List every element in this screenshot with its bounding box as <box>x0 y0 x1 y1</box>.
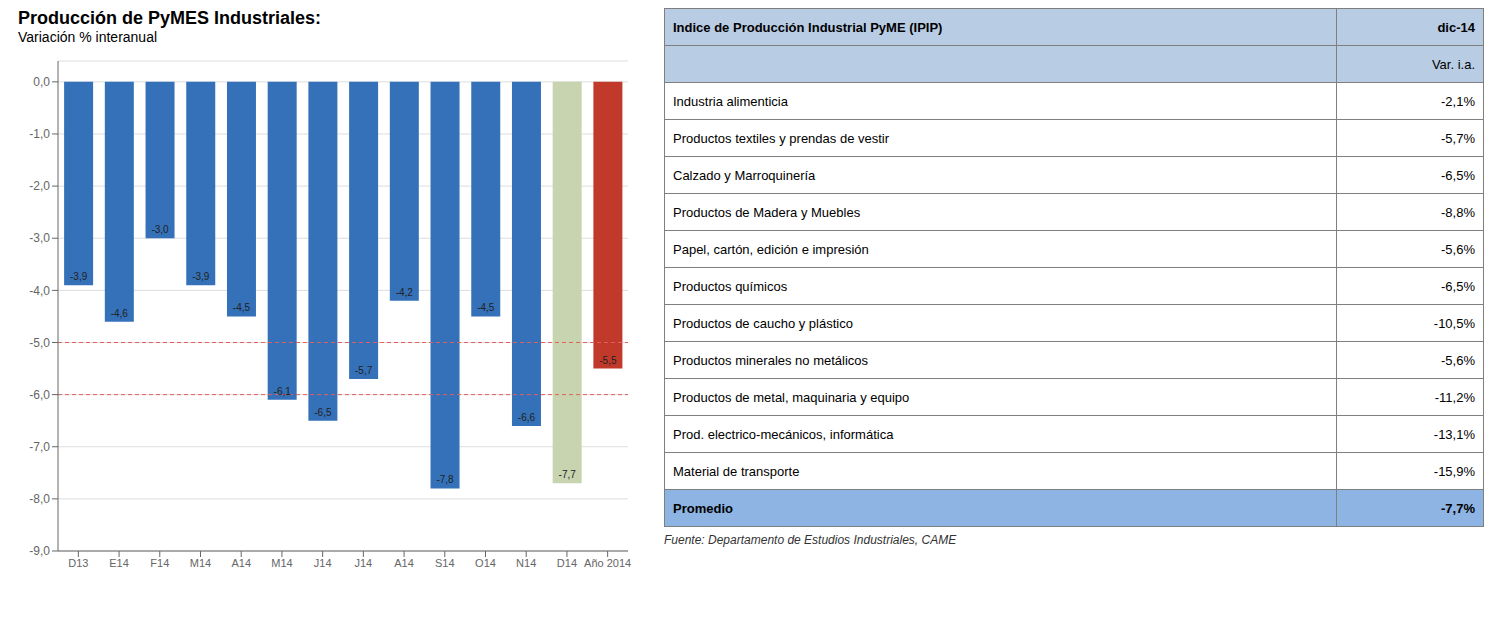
svg-text:M14: M14 <box>190 557 211 569</box>
svg-text:-3,0: -3,0 <box>29 231 50 245</box>
html-text:Variación % interanual: Variación % interanual <box>18 29 157 45</box>
svg-text:-6,0: -6,0 <box>29 388 50 402</box>
svg-text:E14: E14 <box>109 557 129 569</box>
html-text:-11,2%: -11,2% <box>1434 389 1475 405</box>
html-text:Calzado y Marroquinería: Calzado y Marroquinería <box>673 167 816 183</box>
svg-text:-4,5: -4,5 <box>233 302 251 313</box>
html-text:Productos de Madera y Muebles: Productos de Madera y Muebles <box>673 204 861 220</box>
svg-text:D13: D13 <box>68 557 88 569</box>
svg-text:0,0: 0,0 <box>33 75 50 89</box>
html-text:Indice de Producción Industria: Indice de Producción Industrial PyME (IP… <box>673 19 943 35</box>
svg-text:-4,5: -4,5 <box>477 302 495 313</box>
svg-text:-7,0: -7,0 <box>29 440 50 454</box>
html-text:Promedio: Promedio <box>673 500 733 516</box>
html-text:Prod. electrico-mecánicos, inf: Prod. electrico-mecánicos, informática <box>673 426 894 442</box>
svg-text:Año 2014: Año 2014 <box>584 557 631 569</box>
html-text:Productos de caucho y plástico: Productos de caucho y plástico <box>673 315 853 331</box>
svg-text:-6,1: -6,1 <box>274 386 292 397</box>
html-text:Productos de metal, maquinaria: Productos de metal, maquinaria y equipo <box>673 389 910 405</box>
html-text:-5,6%: -5,6% <box>1441 352 1475 368</box>
svg-text:-3,9: -3,9 <box>192 271 210 282</box>
svg-text:F14: F14 <box>150 557 169 569</box>
html-text:Productos minerales no metálic: Productos minerales no metálicos <box>673 352 869 368</box>
html-text:-2,1%: -2,1% <box>1441 93 1475 109</box>
svg-text:-5,5: -5,5 <box>599 355 617 366</box>
html-text:-13,1%: -13,1% <box>1433 426 1475 442</box>
svg-text:-4,0: -4,0 <box>29 284 50 298</box>
html-text:Productos químicos: Productos químicos <box>673 278 788 294</box>
html-text:Material de transporte: Material de transporte <box>673 463 800 479</box>
svg-text:-4,2: -4,2 <box>396 287 414 298</box>
svg-text:M14: M14 <box>271 557 292 569</box>
svg-text:-3,0: -3,0 <box>151 224 169 235</box>
svg-text:D14: D14 <box>557 557 577 569</box>
html-text:Productos textiles y prendas d: Productos textiles y prendas de vestir <box>673 130 890 146</box>
html-text:-8,8%: -8,8% <box>1441 204 1475 220</box>
html-text:Var. i.a.: Var. i.a. <box>1431 56 1475 72</box>
svg-text:-3,9: -3,9 <box>70 271 88 282</box>
svg-text:J14: J14 <box>354 557 372 569</box>
svg-text:-7,8: -7,8 <box>436 474 454 485</box>
svg-text:-1,0: -1,0 <box>29 127 50 141</box>
html-text:-15,9%: -15,9% <box>1433 463 1475 479</box>
svg-text:-6,6: -6,6 <box>518 412 536 423</box>
html-text:Producción de PyMES Industrial: Producción de PyMES Industriales: <box>18 8 322 28</box>
svg-text:N14: N14 <box>516 557 536 569</box>
svg-text:-5,0: -5,0 <box>29 336 50 350</box>
svg-text:-4,6: -4,6 <box>111 308 129 319</box>
svg-text:-5,7: -5,7 <box>355 365 373 376</box>
svg-text:S14: S14 <box>435 557 455 569</box>
html-text:-6,5%: -6,5% <box>1441 167 1475 183</box>
svg-text:-7,7: -7,7 <box>559 469 577 480</box>
html-text:-5,6%: -5,6% <box>1441 241 1475 257</box>
html-text:Papel, cartón, edición e impre: Papel, cartón, edición e impresión <box>673 241 869 257</box>
html-text:-10,5%: -10,5% <box>1433 315 1475 331</box>
svg-text:A14: A14 <box>231 557 251 569</box>
html-text:dic-14: dic-14 <box>1437 19 1475 35</box>
svg-text:-6,5: -6,5 <box>314 407 332 418</box>
html-text:-6,5%: -6,5% <box>1441 278 1475 294</box>
svg-text:-8,0: -8,0 <box>29 492 50 506</box>
html-text:Fuente: Departamento de Estudi: Fuente: Departamento de Estudios Industr… <box>664 533 957 547</box>
html-text:Industria alimenticia: Industria alimenticia <box>673 93 788 109</box>
svg-text:A14: A14 <box>394 557 414 569</box>
svg-text:O14: O14 <box>475 557 496 569</box>
svg-text:J14: J14 <box>314 557 332 569</box>
html-text:-5,7%: -5,7% <box>1441 130 1475 146</box>
svg-text:-2,0: -2,0 <box>29 179 50 193</box>
svg-text:-9,0: -9,0 <box>29 544 50 558</box>
html-text:-7,7%: -7,7% <box>1441 500 1475 516</box>
